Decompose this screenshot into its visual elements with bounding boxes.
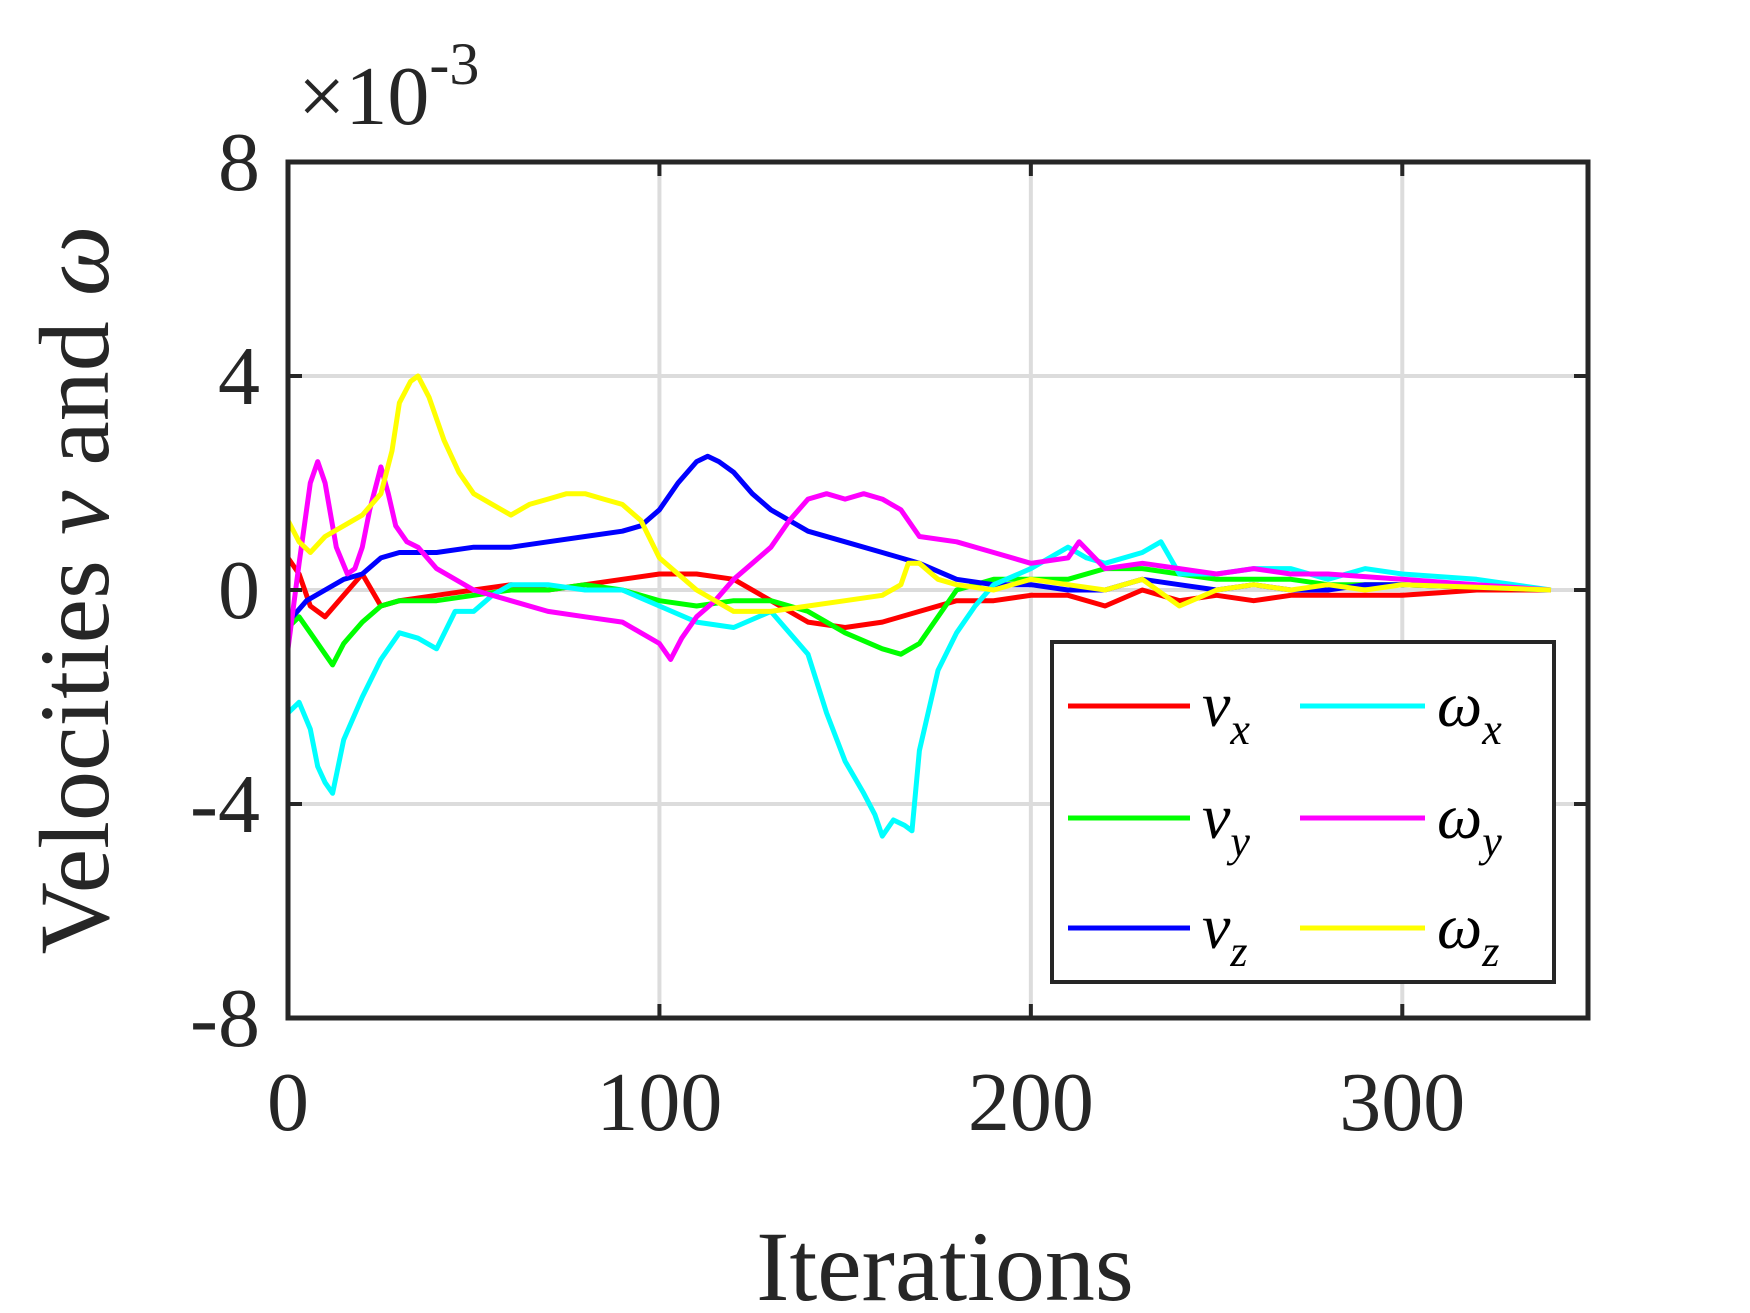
x-axis-label: Iterations <box>756 1211 1134 1313</box>
x-tick-label: 300 <box>1339 1056 1465 1149</box>
y-tick-label: 0 <box>218 544 260 637</box>
series-line-ω-z <box>288 373 1551 614</box>
legend-label: ωx <box>1437 669 1502 754</box>
legend-label: ωz <box>1437 891 1499 976</box>
y-tick-label: 8 <box>218 116 260 209</box>
x-tick-label: 0 <box>267 1056 309 1149</box>
axis-ticks: 0 100 200 300 -8 -4 0 4 8 <box>190 116 1588 1149</box>
y-tick-label: -8 <box>190 972 260 1065</box>
y-tick-label: -4 <box>190 758 260 851</box>
series-layer <box>288 373 1552 839</box>
series-line-ν-y <box>288 566 1551 668</box>
legend-label: νx <box>1202 669 1250 754</box>
series-line-ω-y <box>288 459 1552 662</box>
legend: νx νy νz ωx ωy ωz <box>1050 640 1556 984</box>
legend-label: νy <box>1202 781 1250 866</box>
y-axis-label: Velocities ν and ω <box>19 226 130 955</box>
y-exponent-power: -3 <box>429 31 479 97</box>
legend-label: ωy <box>1437 781 1502 866</box>
y-tick-label: 4 <box>218 330 260 423</box>
y-exponent-label: ×10-3 <box>298 31 479 143</box>
legend-box <box>1050 640 1556 984</box>
x-tick-label: 100 <box>596 1056 722 1149</box>
legend-label: νz <box>1202 891 1248 976</box>
series-line-ω-x <box>288 539 1552 839</box>
x-tick-label: 200 <box>968 1056 1094 1149</box>
